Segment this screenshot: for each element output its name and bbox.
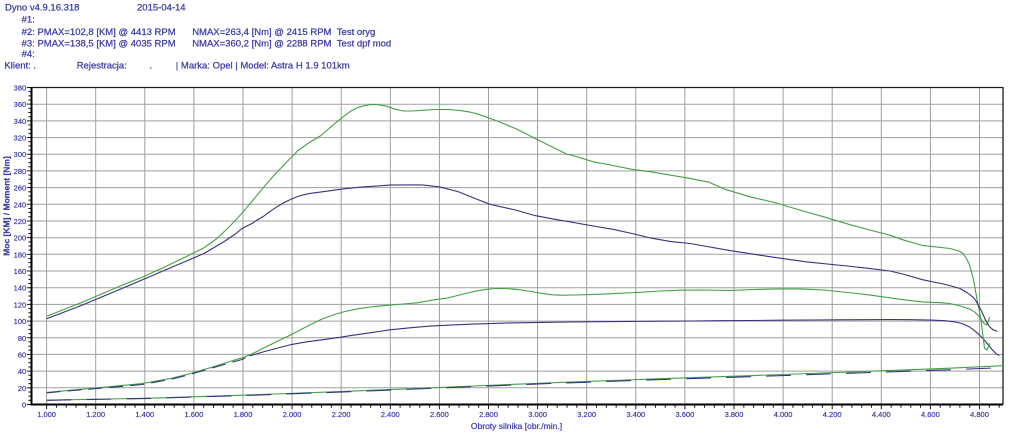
svg-text:20: 20 — [18, 384, 26, 393]
svg-text:120: 120 — [14, 300, 27, 309]
svg-text:#2: PMAX=102,8 [KM] @ 4413 RPM: #2: PMAX=102,8 [KM] @ 4413 RPM — [22, 27, 176, 38]
svg-text:340: 340 — [14, 117, 27, 126]
svg-text:4.000: 4.000 — [774, 410, 793, 419]
svg-text:280: 280 — [14, 167, 27, 176]
svg-text:#1:: #1: — [22, 15, 35, 26]
svg-text:80: 80 — [18, 334, 26, 343]
svg-text:NMAX=263,4 [Nm] @ 2415 RPM: NMAX=263,4 [Nm] @ 2415 RPM — [192, 27, 331, 38]
svg-text:320: 320 — [14, 134, 27, 143]
svg-text:1.000: 1.000 — [37, 410, 56, 419]
svg-text:Dyno v4.9.16.318: Dyno v4.9.16.318 — [5, 3, 79, 14]
svg-text:| Marka: Opel | Model: Astra H: | Marka: Opel | Model: Astra H 1.9 101km — [176, 61, 350, 72]
svg-text:1.600: 1.600 — [185, 410, 204, 419]
svg-text:.: . — [150, 61, 153, 72]
svg-text:240: 240 — [14, 200, 27, 209]
svg-text:300: 300 — [14, 150, 27, 159]
svg-text:1.400: 1.400 — [135, 410, 154, 419]
svg-text:3.400: 3.400 — [626, 410, 645, 419]
svg-text:2.000: 2.000 — [283, 410, 302, 419]
svg-text:1.200: 1.200 — [86, 410, 105, 419]
svg-text:380: 380 — [14, 84, 27, 93]
svg-text:4.600: 4.600 — [921, 410, 940, 419]
svg-text:160: 160 — [14, 267, 27, 276]
svg-text:200: 200 — [14, 234, 27, 243]
svg-text:2.600: 2.600 — [430, 410, 449, 419]
svg-text:Moc [KM] / Moment [Nm]: Moc [KM] / Moment [Nm] — [2, 156, 12, 256]
svg-text:140: 140 — [14, 284, 27, 293]
svg-text:3.800: 3.800 — [725, 410, 744, 419]
svg-text:220: 220 — [14, 217, 27, 226]
svg-text:260: 260 — [14, 184, 27, 193]
svg-text:360: 360 — [14, 100, 27, 109]
svg-text:Rejestracja:: Rejestracja: — [77, 61, 127, 72]
svg-text:2.200: 2.200 — [332, 410, 351, 419]
svg-text:40: 40 — [18, 367, 26, 376]
svg-text:4.200: 4.200 — [823, 410, 842, 419]
svg-text:2.400: 2.400 — [381, 410, 400, 419]
svg-text:3.200: 3.200 — [577, 410, 596, 419]
svg-text:3.000: 3.000 — [528, 410, 547, 419]
svg-text:1.800: 1.800 — [234, 410, 253, 419]
svg-text:Klient: .: Klient: . — [4, 61, 36, 72]
svg-text:Test dpf mod: Test dpf mod — [337, 38, 391, 49]
svg-text:2015-04-14: 2015-04-14 — [137, 3, 186, 14]
svg-text:100: 100 — [14, 317, 27, 326]
svg-text:Test oryg: Test oryg — [337, 27, 376, 38]
svg-text:60: 60 — [18, 350, 26, 359]
svg-text:2.800: 2.800 — [479, 410, 498, 419]
svg-text:0: 0 — [22, 401, 26, 410]
svg-text:Obroty silnika [obr./min.]: Obroty silnika [obr./min.] — [471, 421, 562, 431]
svg-text:4.400: 4.400 — [872, 410, 891, 419]
svg-text:4.800: 4.800 — [970, 410, 989, 419]
svg-text:#4:: #4: — [22, 49, 35, 60]
svg-text:NMAX=360,2 [Nm] @ 2288 RPM: NMAX=360,2 [Nm] @ 2288 RPM — [192, 38, 331, 49]
svg-text:180: 180 — [14, 250, 27, 259]
svg-text:3.600: 3.600 — [676, 410, 695, 419]
svg-text:#3: PMAX=138,5 [KM] @ 4035 RPM: #3: PMAX=138,5 [KM] @ 4035 RPM — [22, 38, 176, 49]
